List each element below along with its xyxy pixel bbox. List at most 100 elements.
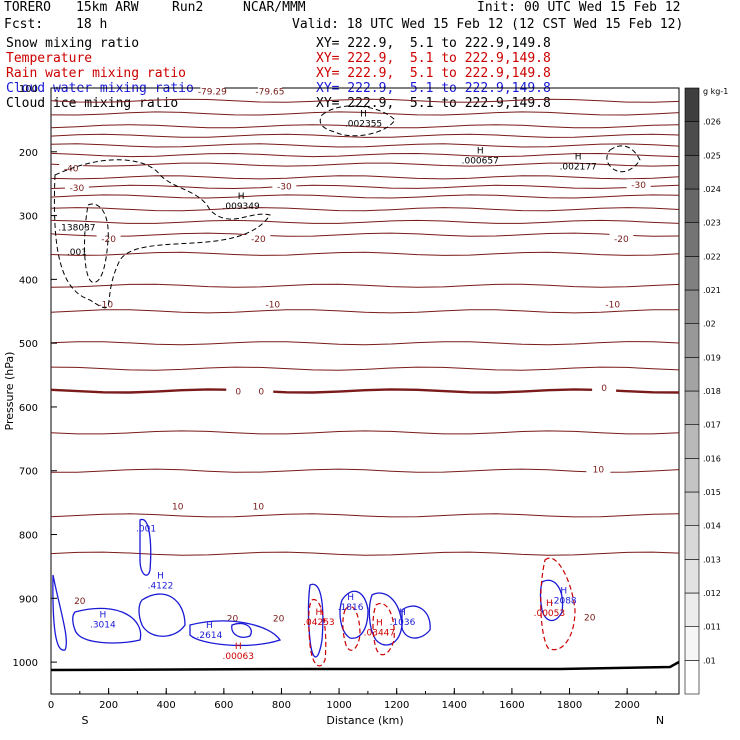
colorbar-swatch [684, 491, 700, 526]
rain-contour-2 [342, 605, 361, 651]
colorbar-level-label: .022 [703, 252, 721, 261]
isotherm-line [50, 283, 680, 288]
maximum-marker: H [477, 146, 484, 156]
y-tick-label: 800 [19, 531, 38, 542]
colorbar-swatch [684, 155, 700, 190]
colorbar-swatch [684, 390, 700, 425]
isotherm-line [50, 513, 680, 518]
isotherm-label: 10 [593, 466, 605, 476]
isotherm-line [50, 98, 680, 103]
isotherm-line [50, 133, 680, 138]
colorbar-swatch [684, 660, 700, 695]
maximum-marker: H [347, 593, 354, 603]
colorbar-level-label: .014 [703, 522, 721, 531]
isotherm-label: 20 [74, 597, 86, 607]
isotherm-label-bg [260, 298, 285, 309]
y-tick-label: 600 [19, 403, 38, 414]
isotherm-label: -40 [64, 165, 79, 175]
maximum-marker: H [399, 608, 406, 618]
y-tick-label: 400 [19, 275, 38, 286]
isotherm-label-bg [257, 85, 282, 96]
cloud-water-contour-5 [189, 620, 282, 647]
colorbar-swatch [684, 559, 700, 594]
maximum-value-label: .001 [136, 524, 156, 534]
colorbar-swatch [684, 525, 700, 560]
isotherm-label: 20 [227, 614, 239, 624]
isotherm-layer: -79.29 -79.65 -40 -30 -30 -30 -20 -20 -20 -10 -10 -… [50, 85, 680, 624]
maximum-value-label: .04253 [303, 618, 335, 628]
colorbar-swatch [684, 87, 700, 122]
field-name-temperature: Temperature [6, 51, 93, 66]
maximum-marker: H [560, 586, 567, 596]
maximum-value-label: .001 [67, 248, 87, 258]
isotherm-label-bg [64, 181, 89, 192]
field-range-temperature: XY= 222.9, 5.1 to 222.9,149.8 [316, 51, 551, 66]
maximum-value-label: .000657 [462, 156, 499, 166]
maximum-marker: H [316, 608, 323, 618]
isotherm-label: 20 [584, 614, 596, 624]
maximum-value-label: .002355 [345, 119, 382, 129]
maximum-value-label: .00053 [534, 609, 566, 619]
cloud-water-contour-8 [339, 590, 369, 639]
maximum-marker: H [235, 642, 242, 652]
y-tick-label: 300 [19, 212, 38, 223]
field-name-rain: Rain water mixing ratio [6, 66, 187, 81]
isotherm-label-bg [246, 232, 271, 243]
cloud-water-contour-4 [138, 593, 186, 637]
isotherm-label-bg [609, 232, 634, 243]
snow-contour-east [606, 145, 641, 173]
x-tick-label: 400 [157, 700, 176, 711]
model-resolution: 15km ARW [76, 0, 139, 15]
isotherm-label: 0 [235, 387, 241, 397]
y-tick-label: 1000 [13, 658, 38, 669]
axes-layer: 0 200 400 600 800 1000 1200 1400 1600 1800 2000100… [3, 84, 664, 727]
forecast-hour: 18 h [76, 17, 108, 32]
rain-contour-1 [308, 599, 327, 667]
colorbar-level-label: .023 [703, 219, 721, 228]
colorbar-level-label: .019 [703, 353, 721, 362]
isotherm-line [50, 184, 680, 190]
isotherm-label: -79.65 [255, 87, 284, 97]
field-range-rain: XY= 222.9, 5.1 to 222.9,149.8 [316, 66, 551, 81]
maximum-marker: H [360, 109, 367, 119]
isotherm-label-bg [93, 298, 118, 309]
maximum-value-label: .2614 [197, 631, 223, 641]
x-tick-label: 1000 [326, 700, 351, 711]
cloud-water-contour-10 [401, 605, 431, 639]
isotherm-line [50, 309, 679, 314]
cloud-water-contour-1 [52, 574, 67, 651]
isotherm-line [50, 388, 680, 394]
isotherm-label: -10 [265, 301, 280, 311]
y-tick-label: 900 [19, 594, 38, 605]
valid-time: Valid: 18 UTC Wed 15 Feb 12 (12 CST Wed … [292, 17, 684, 32]
cloud-water-contour-2 [72, 607, 142, 644]
maximum-marker: H [546, 599, 553, 609]
rain-contour-3 [372, 602, 395, 656]
center-label: NCAR/MMM [243, 0, 306, 15]
isotherm-label: 0 [258, 387, 264, 397]
snow-contour-far-west [84, 203, 109, 283]
x-tick-label: 600 [214, 700, 233, 711]
x-tick-label: 1800 [557, 700, 582, 711]
colorbar-level-label: .011 [703, 623, 721, 632]
isotherm-label-bg [577, 611, 602, 622]
x-tick-label: 1600 [499, 700, 524, 711]
isotherm-label: 0 [601, 384, 607, 394]
maximum-value-label: .2088 [551, 596, 577, 606]
isotherm-label-bg [59, 162, 84, 173]
colorbar-level-label: .026 [703, 118, 721, 127]
isotherm-line [50, 124, 680, 129]
x-tick-label: 2000 [614, 700, 639, 711]
run-label: Run2 [172, 0, 204, 15]
colorbar-level-label: .016 [703, 454, 721, 463]
colorbar-swatch [684, 222, 700, 257]
field-range-snow: XY= 222.9, 5.1 to 222.9,149.8 [316, 36, 551, 51]
isotherm-line [50, 143, 680, 148]
colorbar: .01 .011 .012 .013 .014 .015 .016 .017 .018 .019.… [684, 87, 728, 695]
y-axis-title: Pressure (hPa) [3, 352, 16, 431]
cloud-water-contour-3 [139, 518, 152, 576]
isotherm-line [50, 366, 680, 371]
isotherm-label: -20 [101, 235, 116, 245]
